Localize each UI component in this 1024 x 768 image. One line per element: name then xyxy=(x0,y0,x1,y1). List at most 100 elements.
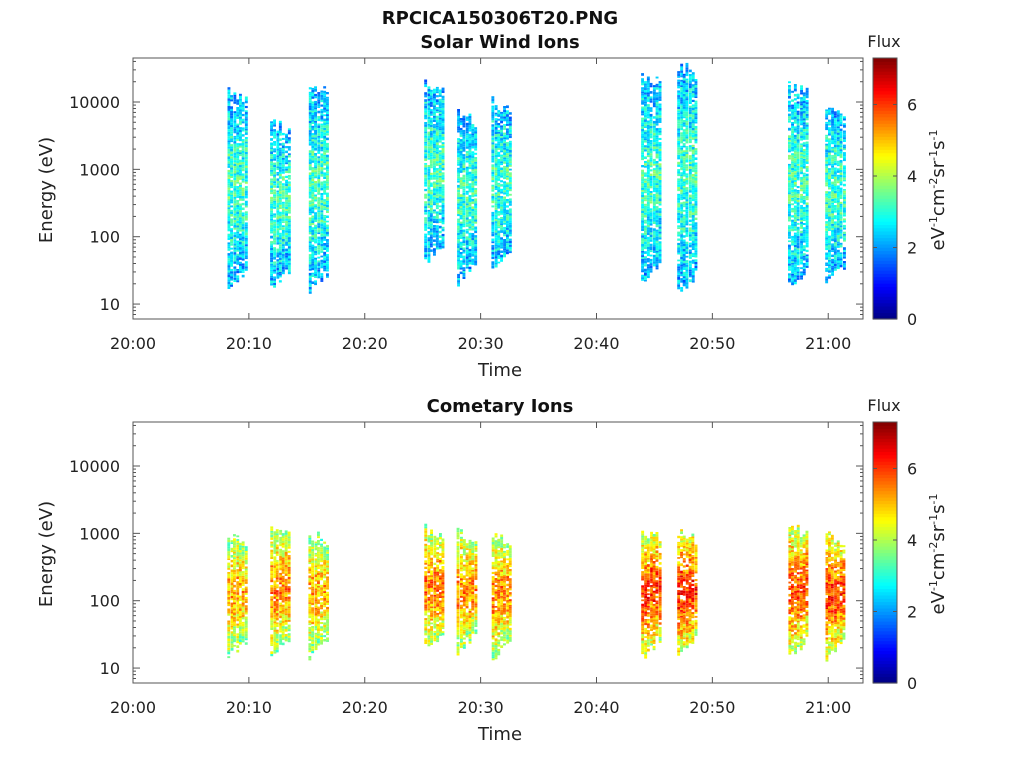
spectrogram-cell xyxy=(788,249,791,252)
spectrogram-cell xyxy=(805,116,809,119)
spectrogram-cell xyxy=(691,205,695,208)
spectrogram-cell xyxy=(685,244,689,247)
spectrogram-cell xyxy=(677,263,681,267)
spectrogram-cell xyxy=(833,167,837,170)
spectrogram-cell xyxy=(680,189,684,193)
spectrogram-cell xyxy=(644,225,647,228)
spectrogram-cell xyxy=(239,198,242,201)
spectrogram-cell xyxy=(438,128,442,131)
spectrogram-cell xyxy=(278,149,282,152)
spectrogram-cell xyxy=(429,144,433,147)
spectrogram-cell xyxy=(688,263,692,265)
spectrogram-cell xyxy=(320,208,324,211)
spectrogram-cell xyxy=(427,258,431,261)
spectrogram-cell xyxy=(270,127,273,130)
spectrogram-cell xyxy=(227,216,231,219)
spectrogram-cell xyxy=(435,125,439,127)
spectrogram-cell xyxy=(468,251,472,253)
spectrogram-cell xyxy=(273,269,276,272)
spectrogram-cell xyxy=(323,163,327,166)
spectrogram-cell xyxy=(641,124,644,127)
spectrogram-cell xyxy=(503,124,506,126)
spectrogram-cell xyxy=(503,192,506,195)
spectrogram-cell xyxy=(658,86,662,88)
spectrogram-cell xyxy=(468,259,472,262)
spectrogram-cell xyxy=(694,119,698,122)
spectrogram-cell xyxy=(649,130,653,134)
spectrogram-cell xyxy=(836,232,840,235)
spectrogram-cell xyxy=(825,257,829,260)
spectrogram-cell xyxy=(506,162,509,165)
spectrogram-cell xyxy=(680,209,684,212)
spectrogram-cell xyxy=(503,206,506,209)
spectrogram-cell xyxy=(691,243,695,246)
spectrogram-cell xyxy=(233,92,237,95)
spectrogram-cell xyxy=(694,254,698,258)
spectrogram-cell xyxy=(658,201,662,204)
spectrogram-cell xyxy=(244,165,248,168)
spectrogram-cell xyxy=(802,178,806,181)
spectrogram-cell xyxy=(462,156,466,159)
spectrogram-cell xyxy=(326,181,329,184)
spectrogram-cell xyxy=(788,226,791,229)
spectrogram-cell xyxy=(828,261,831,265)
spectrogram-cell xyxy=(836,243,840,246)
spectrogram-cell xyxy=(236,231,240,234)
spectrogram-cell xyxy=(278,169,282,172)
spectrogram-cell xyxy=(652,242,656,245)
spectrogram-cell xyxy=(308,264,312,267)
spectrogram-cell xyxy=(471,251,475,254)
spectrogram-cell xyxy=(825,204,829,207)
spectrogram-cell xyxy=(843,267,846,270)
spectrogram-cell xyxy=(433,125,436,129)
spectrogram-cell xyxy=(843,183,846,187)
spectrogram-cell xyxy=(793,163,797,165)
spectrogram-cell xyxy=(459,225,463,228)
spectrogram-cell xyxy=(652,98,656,101)
spectrogram-cell xyxy=(317,92,321,94)
spectrogram-cell xyxy=(825,264,829,266)
spectrogram-cell xyxy=(828,185,831,188)
spectrogram-cell xyxy=(236,153,240,156)
spectrogram-cell xyxy=(465,122,469,125)
spectrogram-cell xyxy=(791,193,794,196)
spectrogram-cell xyxy=(506,142,509,144)
spectrogram-cell xyxy=(424,163,428,165)
spectrogram-cell xyxy=(424,247,428,251)
spectrogram-cell xyxy=(506,230,509,232)
spectrogram-cell xyxy=(323,215,327,217)
spectrogram-cell xyxy=(793,259,797,262)
spectrogram-cell xyxy=(800,107,803,110)
spectrogram-cell xyxy=(465,185,469,189)
spectrogram-cell xyxy=(281,162,285,165)
spectrogram-cell xyxy=(680,160,684,164)
spectrogram-cell xyxy=(435,168,439,171)
spectrogram-cell xyxy=(800,101,803,104)
spectrogram-cell xyxy=(680,132,684,135)
spectrogram-cell xyxy=(494,122,498,126)
spectrogram-cell xyxy=(457,159,460,162)
spectrogram-cell xyxy=(691,236,695,240)
spectrogram-cell xyxy=(503,149,506,153)
spectrogram-cell xyxy=(802,267,806,269)
spectrogram-cell xyxy=(658,173,662,176)
spectrogram-cell xyxy=(308,166,312,169)
spectrogram-cell xyxy=(471,211,475,214)
spectrogram-cell xyxy=(658,226,662,229)
spectrogram-cell xyxy=(424,143,428,146)
spectrogram-cell xyxy=(457,157,460,160)
spectrogram-cell xyxy=(311,89,315,93)
spectrogram-cell xyxy=(233,120,237,123)
spectrogram-cell xyxy=(281,271,285,275)
spectrogram-cell xyxy=(682,85,686,88)
spectrogram-cell xyxy=(644,132,647,135)
spectrogram-cell xyxy=(641,110,644,114)
spectrogram-cell xyxy=(641,235,644,238)
spectrogram-cell xyxy=(694,198,698,201)
spectrogram-cell xyxy=(438,218,442,222)
spectrogram-cell xyxy=(471,249,475,252)
spectrogram-cell xyxy=(839,216,843,219)
spectrogram-cell xyxy=(474,178,478,182)
spectrogram-cell xyxy=(677,171,681,174)
spectrogram-cell xyxy=(459,163,463,166)
